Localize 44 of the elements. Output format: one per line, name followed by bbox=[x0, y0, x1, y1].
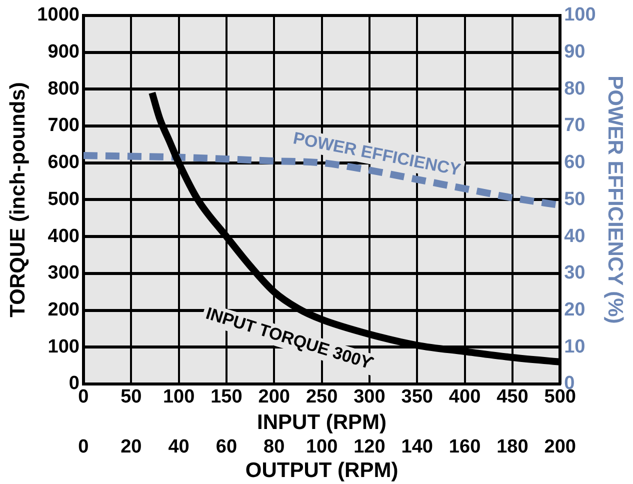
y-tick-label: 0 bbox=[68, 373, 80, 394]
y-tick-label: 600 bbox=[48, 152, 80, 174]
y2-tick-label: 80 bbox=[564, 78, 586, 100]
x-tick-label: 250 bbox=[306, 386, 338, 408]
x-tick-label: 100 bbox=[162, 386, 195, 408]
y2-axis-title: POWER EFFICIENCY (%) bbox=[604, 76, 627, 324]
x2-tick-label: 200 bbox=[544, 436, 576, 458]
y-tick-label: 1000 bbox=[37, 4, 80, 26]
y2-tick-label: 90 bbox=[564, 41, 586, 62]
x-tick-label: 400 bbox=[448, 386, 481, 408]
y-tick-label: 300 bbox=[48, 262, 80, 284]
y2-tick-label: 70 bbox=[564, 115, 586, 136]
x2-tick-label: 160 bbox=[448, 436, 481, 458]
y-axis-title: TORQUE (inch-pounds) bbox=[6, 82, 30, 318]
x-tick-label: 350 bbox=[401, 386, 433, 408]
x2-tick-label: 120 bbox=[354, 436, 386, 458]
x2-tick-label: 40 bbox=[168, 436, 190, 458]
y2-tick-label: 50 bbox=[564, 188, 586, 210]
x2-tick-label: 60 bbox=[216, 436, 238, 458]
y-tick-label: 500 bbox=[48, 188, 80, 210]
y2-tick-label: 10 bbox=[564, 336, 586, 358]
y-tick-label: 700 bbox=[48, 115, 80, 136]
y-tick-label: 100 bbox=[48, 336, 80, 358]
x2-tick-label: 100 bbox=[306, 436, 338, 458]
x2-tick-label: 20 bbox=[120, 436, 142, 458]
x-axis-title: INPUT (RPM) bbox=[257, 411, 387, 434]
x-tick-label: 200 bbox=[258, 386, 290, 408]
x-tick-label: 150 bbox=[210, 386, 242, 408]
y2-tick-label: 60 bbox=[564, 152, 586, 174]
x-tick-label: 450 bbox=[496, 386, 528, 408]
y2-tick-label: 30 bbox=[564, 262, 586, 284]
y2-tick-label: 40 bbox=[564, 226, 586, 247]
x2-tick-label: 140 bbox=[401, 436, 433, 458]
x2-axis-title: OUTPUT (RPM) bbox=[245, 459, 398, 482]
y-tick-label: 400 bbox=[48, 226, 80, 247]
y2-tick-label: 20 bbox=[564, 300, 586, 321]
y2-tick-label: 100 bbox=[564, 4, 596, 26]
x-tick-label: 50 bbox=[120, 386, 142, 408]
y-tick-label: 800 bbox=[48, 78, 80, 100]
x2-tick-label: 80 bbox=[264, 436, 285, 458]
x2-tick-label: 180 bbox=[496, 436, 528, 458]
y-tick-label: 900 bbox=[48, 41, 80, 62]
y-tick-label: 200 bbox=[48, 300, 80, 321]
x-tick-label: 300 bbox=[354, 386, 386, 408]
